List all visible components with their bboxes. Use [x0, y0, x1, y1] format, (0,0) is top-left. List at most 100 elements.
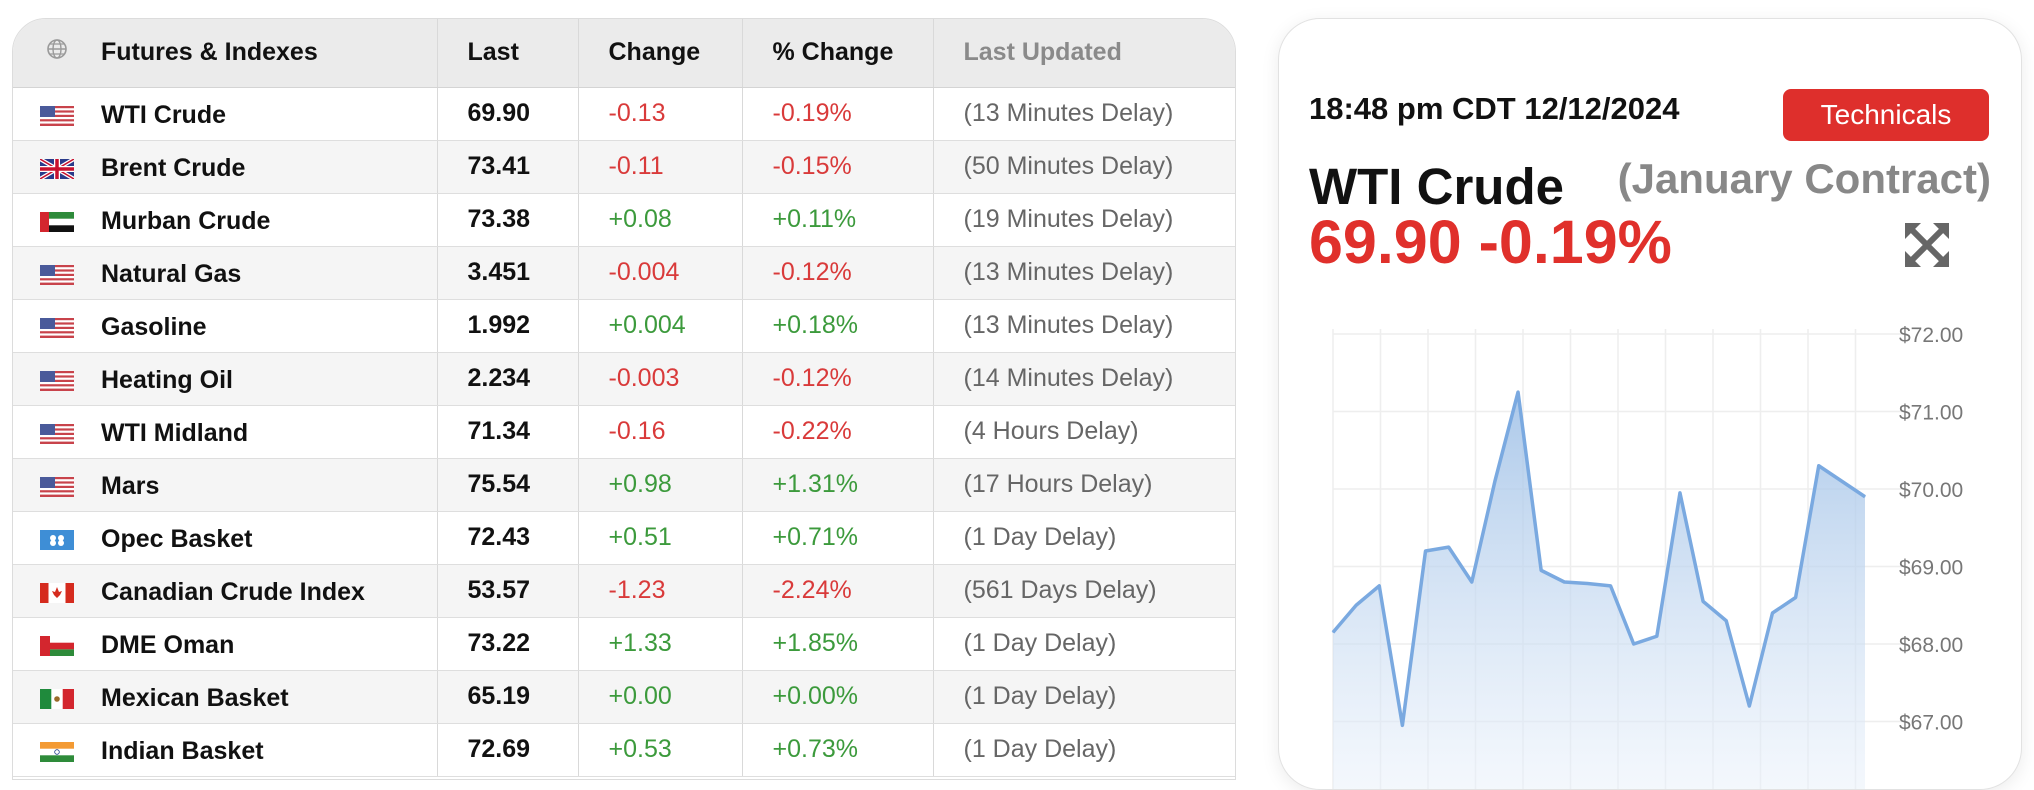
price-point [1610, 585, 1612, 587]
table-row[interactable]: Heating Oil 2.234 -0.003 -0.12% (14 Minutes … [13, 352, 1235, 406]
price-series-line [1331, 390, 1866, 728]
last-updated-cell: (4 Hours Delay) [933, 405, 1235, 459]
pct-change-cell: +0.18% [742, 299, 934, 353]
instrument-link[interactable]: Brent Crude [101, 154, 246, 182]
instrument-cell: Murban Crude [13, 193, 438, 247]
last-price-cell: 73.22 [437, 617, 579, 671]
instrument-cell: Indian Basket [13, 723, 438, 777]
table-row[interactable]: WTI Crude 69.90 -0.13 -0.19% (13 Minutes Del… [13, 87, 1235, 141]
pct-change-cell: +0.11% [742, 193, 934, 247]
flag-us-icon [13, 370, 101, 391]
change-cell: +0.53 [578, 723, 743, 777]
price-point [1517, 391, 1519, 393]
instrument-cell: Opec Basket [13, 511, 438, 565]
flag-us-icon [13, 264, 101, 285]
instrument-cell: Heating Oil [13, 352, 438, 406]
quotes-table-body: WTI Crude 69.90 -0.13 -0.19% (13 Minutes Del… [13, 87, 1235, 777]
quote-timestamp: 18:48 pm CDT 12/12/2024 [1309, 91, 1680, 126]
last-price-cell: 71.34 [437, 405, 579, 459]
last-updated-cell: (50 Minutes Delay) [933, 140, 1235, 194]
instrument-cell: WTI Midland [13, 405, 438, 459]
change-cell: -0.11 [578, 140, 743, 194]
instrument-name: WTI Crude [1309, 158, 1564, 215]
last-price-cell: 73.38 [437, 193, 579, 247]
instrument-cell: Canadian Crude Index [13, 564, 438, 618]
price-point [1355, 604, 1357, 606]
table-row[interactable]: Brent Crude 73.41 -0.11 -0.15% (50 Minutes D… [13, 140, 1235, 194]
header-change[interactable]: Change [578, 19, 743, 88]
instrument-link[interactable]: Murban Crude [101, 207, 271, 235]
instrument-cell: WTI Crude [13, 87, 438, 141]
table-row[interactable]: Murban Crude 73.38 +0.08 +0.11% (19 Minutes … [13, 193, 1235, 247]
instrument-link[interactable]: Indian Basket [101, 737, 264, 765]
instrument-cell: Natural Gas [13, 246, 438, 300]
flag-om-icon [13, 635, 101, 656]
technicals-button[interactable]: Technicals [1783, 89, 1989, 141]
instrument-link[interactable]: DME Oman [101, 631, 235, 659]
pct-change-cell: +0.71% [742, 511, 934, 565]
table-row[interactable]: Mexican Basket 65.19 +0.00 +0.00% (1 Day Del… [13, 670, 1235, 724]
table-row[interactable]: Gasoline 1.992 +0.004 +0.18% (13 Minutes Del… [13, 299, 1235, 353]
pct-change-cell: -0.22% [742, 405, 934, 459]
last-updated-cell: (13 Minutes Delay) [933, 246, 1235, 300]
last-updated-cell: (1 Day Delay) [933, 617, 1235, 671]
price-point [1540, 569, 1542, 571]
header-last-updated[interactable]: Last Updated [933, 19, 1235, 88]
table-row[interactable]: Indian Basket 72.69 +0.53 +0.73% (1 Day Dela… [13, 723, 1235, 777]
instrument-link[interactable]: Heating Oil [101, 366, 233, 394]
last-price-cell: 1.992 [437, 299, 579, 353]
instrument-link[interactable]: WTI Midland [101, 419, 249, 447]
instrument-link[interactable]: WTI Crude [101, 101, 226, 129]
flag-ae-icon [13, 211, 101, 232]
header-name-label: Futures & Indexes [101, 38, 318, 67]
price-point [1332, 631, 1334, 633]
table-row[interactable]: Natural Gas 3.451 -0.004 -0.12% (13 Minutes … [13, 246, 1235, 300]
header-pct-change[interactable]: % Change [742, 19, 934, 88]
price-point [1748, 705, 1750, 707]
expand-arrows-icon[interactable] [1905, 223, 1949, 267]
price-point [1656, 635, 1658, 637]
instrument-link[interactable]: Mars [101, 472, 160, 500]
price-point [1795, 597, 1797, 598]
table-row[interactable]: Opec Basket 72.43 +0.51 +0.71% (1 Day Delay) [13, 511, 1235, 565]
table-row[interactable]: Mars 75.54 +0.98 +1.31% (17 Hours Delay) [13, 458, 1235, 512]
price-point [1771, 612, 1773, 614]
table-row[interactable]: Canadian Crude Index 53.57 -1.23 -2.24% (561… [13, 564, 1235, 618]
price-point [1679, 492, 1681, 494]
last-price-cell: 69.90 [437, 87, 579, 141]
change-cell: -0.003 [578, 352, 743, 406]
change-cell: -1.23 [578, 564, 743, 618]
flag-us-icon [13, 105, 101, 126]
last-updated-cell: (19 Minutes Delay) [933, 193, 1235, 247]
price-point [1725, 620, 1727, 622]
current-price: 69.90 [1309, 208, 1462, 276]
instrument-link[interactable]: Gasoline [101, 313, 207, 341]
instrument-cell: Mars [13, 458, 438, 512]
last-updated-cell: (561 Days Delay) [933, 564, 1235, 618]
last-price-cell: 3.451 [437, 246, 579, 300]
change-cell: +0.004 [578, 299, 743, 353]
pct-change-cell: +1.85% [742, 617, 934, 671]
quotes-table: Futures & Indexes Last Change % Change L… [13, 19, 1235, 777]
pct-change-cell: +1.31% [742, 458, 934, 512]
quote-chart-card: 18:48 pm CDT 12/12/2024 Technicals WTI C… [1278, 18, 2022, 790]
last-updated-cell: (14 Minutes Delay) [933, 352, 1235, 406]
instrument-link[interactable]: Canadian Crude Index [101, 578, 365, 606]
last-updated-cell: (1 Day Delay) [933, 670, 1235, 724]
price-point [1586, 583, 1588, 585]
price-area-chart: $72.00 $71.00 $70.00 $69.00 $68.00 $67.00 [1331, 324, 1963, 789]
table-header-row: Futures & Indexes Last Change % Change L… [13, 19, 1235, 88]
change-cell: +0.51 [578, 511, 743, 565]
price-point [1818, 465, 1820, 467]
quotes-table-panel: Futures & Indexes Last Change % Change L… [12, 18, 1236, 780]
table-row[interactable]: WTI Midland 71.34 -0.16 -0.22% (4 Hours Dela… [13, 405, 1235, 459]
table-row[interactable]: DME Oman 73.22 +1.33 +1.85% (1 Day Delay) [13, 617, 1235, 671]
instrument-link[interactable]: Mexican Basket [101, 684, 289, 712]
instrument-link[interactable]: Opec Basket [101, 525, 253, 553]
header-last[interactable]: Last [437, 19, 579, 88]
flag-us-icon [13, 423, 101, 444]
y-tick-label: $70.00 [1899, 479, 1963, 502]
price-point [1563, 581, 1565, 583]
header-name[interactable]: Futures & Indexes [13, 19, 438, 88]
instrument-link[interactable]: Natural Gas [101, 260, 242, 288]
